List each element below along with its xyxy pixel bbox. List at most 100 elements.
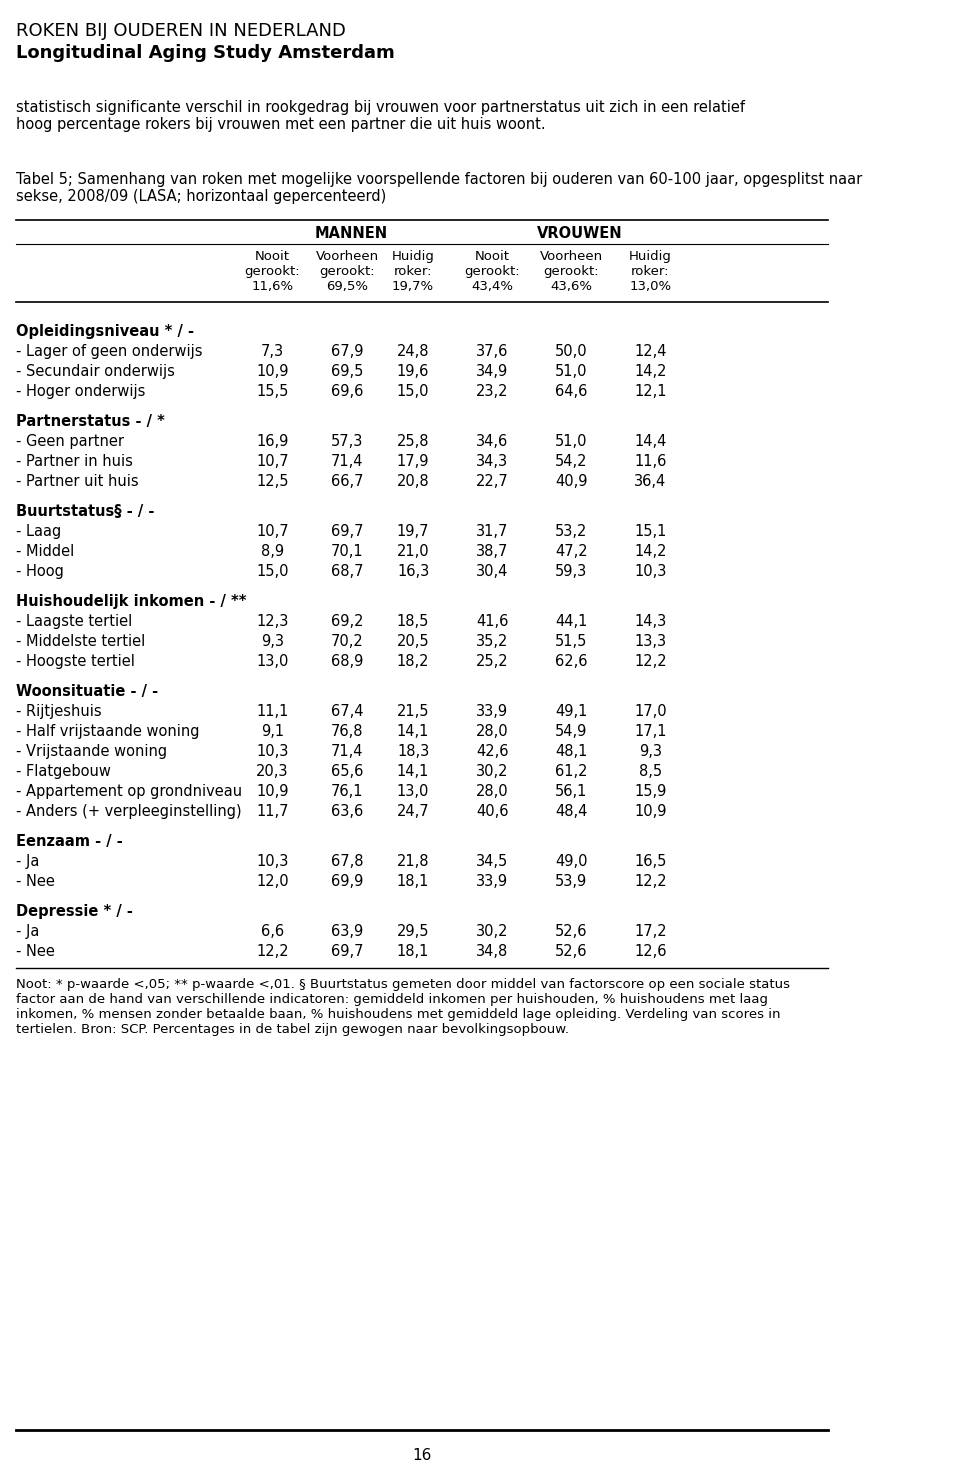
Text: - Appartement op grondniveau: - Appartement op grondniveau — [15, 784, 242, 798]
Text: 59,3: 59,3 — [555, 564, 588, 579]
Text: 54,9: 54,9 — [555, 724, 588, 739]
Text: MANNEN: MANNEN — [315, 226, 388, 240]
Text: 17,0: 17,0 — [635, 703, 667, 720]
Text: 19,7: 19,7 — [396, 524, 429, 539]
Text: 47,2: 47,2 — [555, 545, 588, 559]
Text: 67,9: 67,9 — [331, 344, 364, 359]
Text: Buurtstatus§ - / -: Buurtstatus§ - / - — [15, 505, 155, 519]
Text: 21,0: 21,0 — [396, 545, 429, 559]
Text: 28,0: 28,0 — [476, 784, 509, 798]
Text: 22,7: 22,7 — [476, 473, 509, 490]
Text: 21,5: 21,5 — [396, 703, 429, 720]
Text: 9,3: 9,3 — [261, 634, 284, 649]
Text: 16,5: 16,5 — [635, 853, 666, 870]
Text: 8,9: 8,9 — [261, 545, 284, 559]
Text: 16: 16 — [412, 1448, 432, 1463]
Text: 48,1: 48,1 — [555, 743, 588, 758]
Text: 51,0: 51,0 — [555, 433, 588, 450]
Text: 37,6: 37,6 — [476, 344, 509, 359]
Text: 66,7: 66,7 — [331, 473, 364, 490]
Text: 57,3: 57,3 — [331, 433, 364, 450]
Text: - Hoog: - Hoog — [15, 564, 63, 579]
Text: 34,3: 34,3 — [476, 454, 508, 469]
Text: 12,2: 12,2 — [635, 654, 667, 669]
Text: 15,1: 15,1 — [635, 524, 666, 539]
Text: - Anders (+ verpleeginstelling): - Anders (+ verpleeginstelling) — [15, 804, 242, 819]
Text: 18,2: 18,2 — [396, 654, 429, 669]
Text: - Laag: - Laag — [15, 524, 61, 539]
Text: 40,6: 40,6 — [476, 804, 509, 819]
Text: ROKEN BIJ OUDEREN IN NEDERLAND: ROKEN BIJ OUDEREN IN NEDERLAND — [15, 22, 346, 40]
Text: Opleidingsniveau * / -: Opleidingsniveau * / - — [15, 324, 194, 338]
Text: 35,2: 35,2 — [476, 634, 509, 649]
Text: 71,4: 71,4 — [331, 454, 364, 469]
Text: 11,7: 11,7 — [256, 804, 289, 819]
Text: Nooit
gerookt:
11,6%: Nooit gerookt: 11,6% — [245, 249, 300, 292]
Text: 30,2: 30,2 — [476, 925, 509, 939]
Text: 50,0: 50,0 — [555, 344, 588, 359]
Text: Tabel 5; Samenhang van roken met mogelijke voorspellende factoren bij ouderen va: Tabel 5; Samenhang van roken met mogelij… — [15, 172, 862, 205]
Text: 34,8: 34,8 — [476, 944, 509, 959]
Text: 38,7: 38,7 — [476, 545, 509, 559]
Text: 69,2: 69,2 — [331, 614, 364, 629]
Text: - Nee: - Nee — [15, 944, 55, 959]
Text: 48,4: 48,4 — [555, 804, 588, 819]
Text: 56,1: 56,1 — [555, 784, 588, 798]
Text: 70,2: 70,2 — [331, 634, 364, 649]
Text: - Middelste tertiel: - Middelste tertiel — [15, 634, 145, 649]
Text: - Ja: - Ja — [15, 853, 39, 870]
Text: 25,8: 25,8 — [396, 433, 429, 450]
Text: 12,2: 12,2 — [256, 944, 289, 959]
Text: Noot: * p-waarde <,05; ** p-waarde <,01. § Buurtstatus gemeten door middel van f: Noot: * p-waarde <,05; ** p-waarde <,01.… — [15, 978, 790, 1036]
Text: 67,4: 67,4 — [331, 703, 364, 720]
Text: 18,5: 18,5 — [396, 614, 429, 629]
Text: 12,2: 12,2 — [635, 874, 667, 889]
Text: 12,4: 12,4 — [635, 344, 666, 359]
Text: 10,7: 10,7 — [256, 454, 289, 469]
Text: 12,3: 12,3 — [256, 614, 289, 629]
Text: 23,2: 23,2 — [476, 384, 509, 399]
Text: Voorheen
gerookt:
69,5%: Voorheen gerookt: 69,5% — [316, 249, 379, 292]
Text: 19,6: 19,6 — [396, 364, 429, 378]
Text: 10,3: 10,3 — [256, 743, 289, 758]
Text: 33,9: 33,9 — [476, 703, 508, 720]
Text: 70,1: 70,1 — [331, 545, 364, 559]
Text: 69,7: 69,7 — [331, 944, 364, 959]
Text: 33,9: 33,9 — [476, 874, 508, 889]
Text: - Partner in huis: - Partner in huis — [15, 454, 132, 469]
Text: 14,4: 14,4 — [635, 433, 666, 450]
Text: 14,3: 14,3 — [635, 614, 666, 629]
Text: - Lager of geen onderwijs: - Lager of geen onderwijs — [15, 344, 203, 359]
Text: 69,5: 69,5 — [331, 364, 364, 378]
Text: 12,6: 12,6 — [635, 944, 666, 959]
Text: 15,5: 15,5 — [256, 384, 289, 399]
Text: 14,2: 14,2 — [635, 364, 666, 378]
Text: 34,6: 34,6 — [476, 433, 509, 450]
Text: 49,1: 49,1 — [555, 703, 588, 720]
Text: Eenzaam - / -: Eenzaam - / - — [15, 834, 123, 849]
Text: 14,1: 14,1 — [396, 764, 429, 779]
Text: - Flatgebouw: - Flatgebouw — [15, 764, 110, 779]
Text: 20,5: 20,5 — [396, 634, 429, 649]
Text: Partnerstatus - / *: Partnerstatus - / * — [15, 414, 165, 429]
Text: 76,8: 76,8 — [331, 724, 364, 739]
Text: 14,2: 14,2 — [635, 545, 666, 559]
Text: 44,1: 44,1 — [555, 614, 588, 629]
Text: Longitudinal Aging Study Amsterdam: Longitudinal Aging Study Amsterdam — [15, 45, 395, 62]
Text: VROUWEN: VROUWEN — [538, 226, 623, 240]
Text: 51,5: 51,5 — [555, 634, 588, 649]
Text: 6,6: 6,6 — [261, 925, 284, 939]
Text: 24,8: 24,8 — [396, 344, 429, 359]
Text: - Rijtjeshuis: - Rijtjeshuis — [15, 703, 102, 720]
Text: 40,9: 40,9 — [555, 473, 588, 490]
Text: 10,7: 10,7 — [256, 524, 289, 539]
Text: 49,0: 49,0 — [555, 853, 588, 870]
Text: 10,3: 10,3 — [635, 564, 666, 579]
Text: 20,8: 20,8 — [396, 473, 429, 490]
Text: 63,9: 63,9 — [331, 925, 363, 939]
Text: 64,6: 64,6 — [555, 384, 588, 399]
Text: 53,2: 53,2 — [555, 524, 588, 539]
Text: Huishoudelijk inkomen - / **: Huishoudelijk inkomen - / ** — [15, 594, 247, 608]
Text: 71,4: 71,4 — [331, 743, 364, 758]
Text: 67,8: 67,8 — [331, 853, 364, 870]
